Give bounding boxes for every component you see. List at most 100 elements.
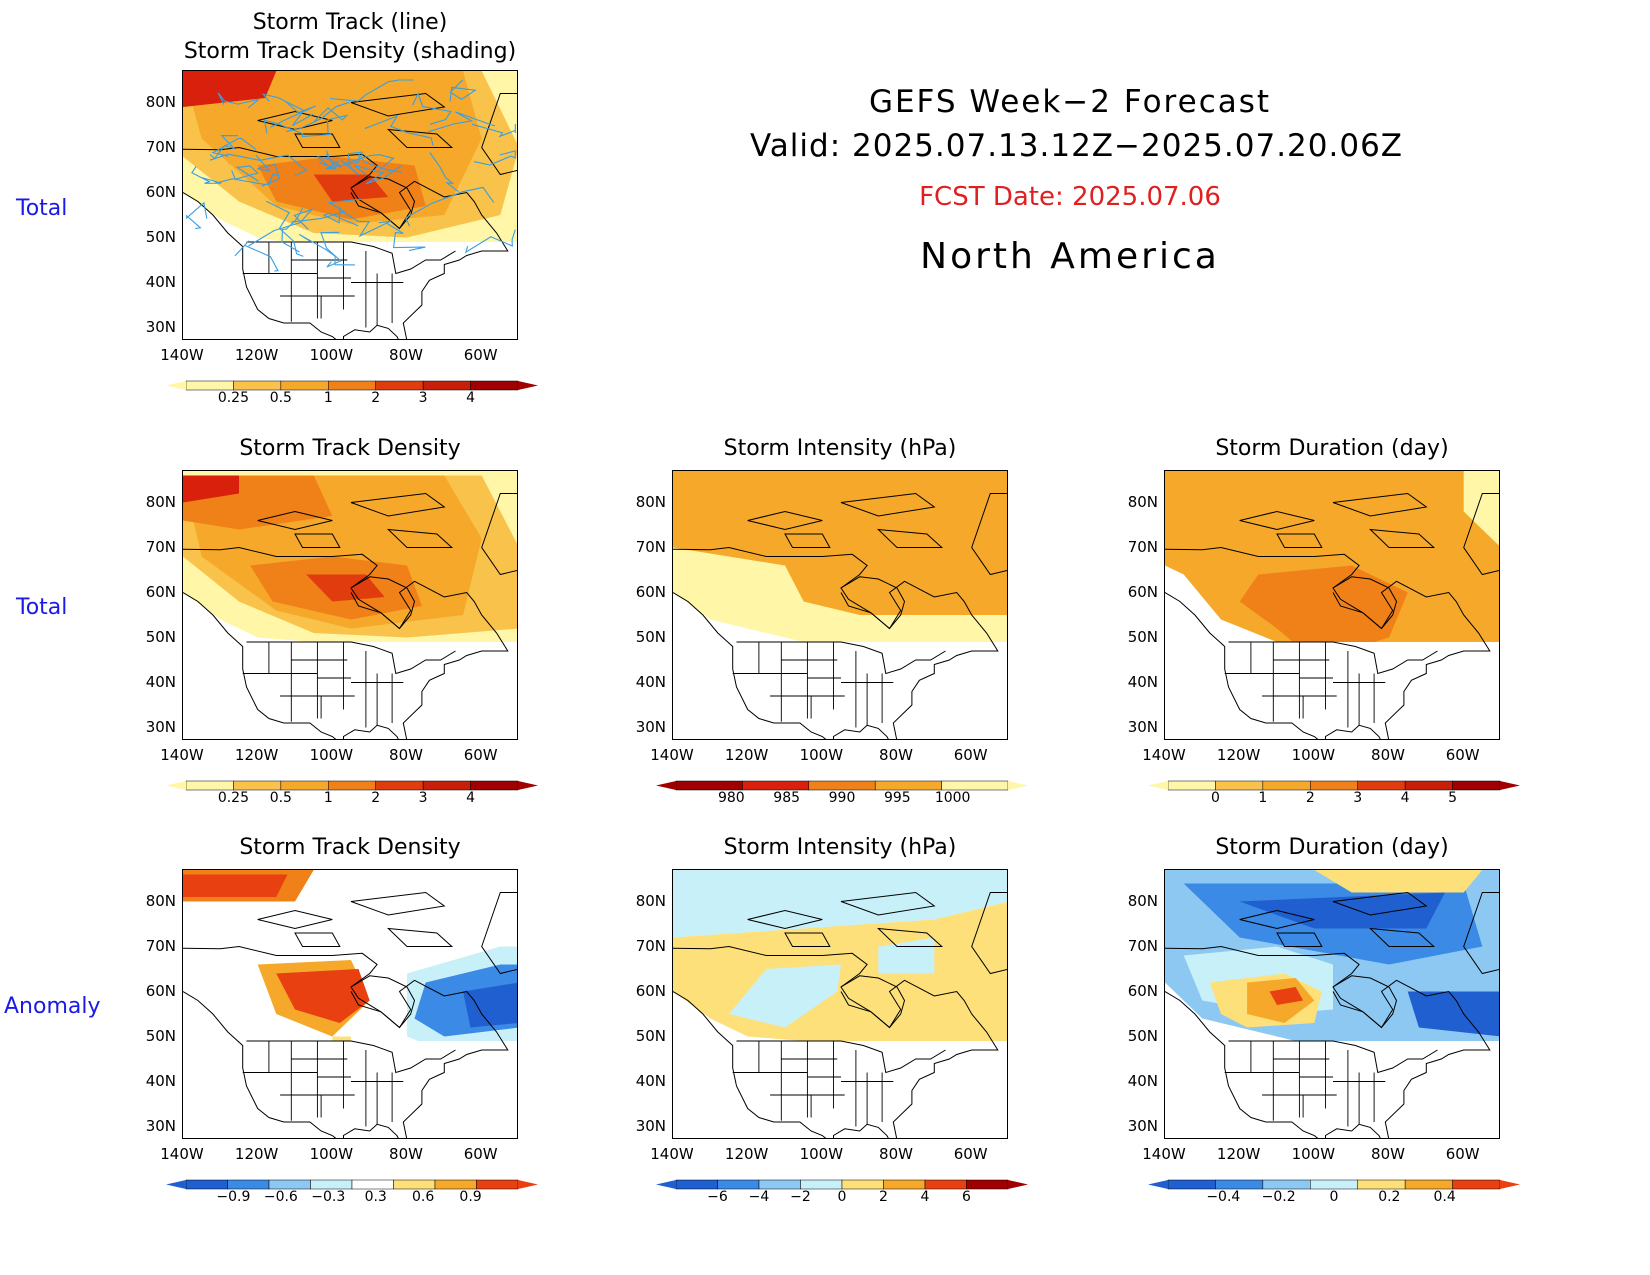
island-outline bbox=[481, 493, 517, 576]
colorbar-swatch bbox=[185, 380, 234, 391]
lat-tick-label: 30N bbox=[145, 317, 176, 336]
shaded-area bbox=[729, 964, 841, 1028]
lat-tick-label: 50N bbox=[145, 1026, 176, 1045]
colorbar-left-arrow bbox=[166, 781, 186, 790]
storm-track-line bbox=[364, 115, 434, 146]
colorbar bbox=[656, 1179, 1028, 1190]
lon-tick-label: 80W bbox=[389, 346, 423, 364]
lat-tick-label: 30N bbox=[145, 1116, 176, 1135]
colorbar-swatch bbox=[351, 1179, 394, 1190]
border-line bbox=[246, 641, 456, 675]
colorbar-label: 0.2 bbox=[1378, 1189, 1401, 1205]
lat-tick-label: 60N bbox=[635, 981, 666, 1000]
lon-tick-label: 140W bbox=[1142, 1145, 1186, 1163]
island-outline bbox=[386, 128, 454, 148]
panel-title-track-shading: Storm Track Density (shading) bbox=[183, 39, 517, 64]
colorbar-swatch bbox=[328, 380, 376, 391]
colorbar bbox=[166, 380, 538, 391]
colorbar-right-arrow bbox=[1500, 781, 1520, 790]
storm-track-line bbox=[281, 207, 303, 253]
colorbar-left-arrow bbox=[166, 381, 186, 390]
shaded-area bbox=[1314, 870, 1483, 893]
storm-track-line bbox=[209, 135, 239, 160]
hudson-bay bbox=[1332, 576, 1398, 630]
storm-track-line bbox=[330, 152, 402, 173]
shaded-area bbox=[1463, 471, 1499, 546]
forecast-date: FCST Date: 2025.07.06 bbox=[919, 182, 1221, 212]
lon-tick-label: 80W bbox=[1371, 1145, 1405, 1163]
border-line bbox=[246, 241, 456, 275]
lon-tick-label: 100W bbox=[309, 1145, 354, 1163]
storm-track-line bbox=[313, 107, 349, 134]
us-mask bbox=[1165, 642, 1499, 739]
storm-track-line bbox=[285, 101, 350, 133]
colorbar-swatch bbox=[675, 780, 743, 791]
colorbar-label: 0.9 bbox=[459, 1189, 482, 1205]
colorbar-label: 2 bbox=[371, 790, 381, 806]
hudson-bay bbox=[1332, 975, 1398, 1029]
colorbar-swatch bbox=[375, 380, 424, 391]
storm-track-line bbox=[449, 79, 477, 102]
lat-tick-label: 70N bbox=[1127, 537, 1158, 556]
colorbar-right-arrow bbox=[1008, 1180, 1028, 1189]
island-outline bbox=[386, 927, 454, 947]
storm-track-line bbox=[318, 153, 343, 171]
colorbar-swatch bbox=[717, 1179, 760, 1190]
lat-tick-label: 60N bbox=[145, 582, 176, 601]
colorbar-swatch bbox=[1262, 780, 1311, 791]
colorbar-swatch bbox=[280, 380, 329, 391]
lon-tick-label: 60W bbox=[463, 1145, 498, 1163]
island-outline bbox=[747, 909, 823, 930]
lon-tick-label: 80W bbox=[1371, 746, 1405, 764]
lat-tick-label: 80N bbox=[635, 492, 666, 511]
lat-tick-label: 50N bbox=[635, 1026, 666, 1045]
us-mask bbox=[183, 642, 517, 739]
colorbar-label: 0.4 bbox=[1433, 1189, 1456, 1205]
island-outline bbox=[1368, 927, 1436, 947]
colorbar-swatch bbox=[1310, 780, 1358, 791]
storm-track-line bbox=[255, 154, 281, 187]
panel-title-intensity-anom: Storm Intensity (hPa) bbox=[723, 835, 957, 860]
storm-track-line bbox=[404, 186, 495, 227]
colorbar-swatch bbox=[874, 780, 942, 791]
colorbar-label: 4 bbox=[466, 790, 476, 806]
lat-tick-label: 60N bbox=[145, 182, 176, 201]
border-line bbox=[1228, 641, 1438, 675]
storm-track-line bbox=[261, 93, 314, 127]
lon-tick-label: 80W bbox=[389, 1145, 423, 1163]
storm-track-line bbox=[354, 164, 402, 185]
colorbar-label: 0.25 bbox=[217, 790, 249, 806]
storm-track-line bbox=[385, 222, 426, 252]
colorbar-label: 1 bbox=[323, 790, 333, 806]
island-outline bbox=[257, 110, 333, 131]
lon-tick-label: 80W bbox=[879, 746, 913, 764]
lat-tick-label: 30N bbox=[1127, 717, 1158, 736]
shaded-area bbox=[673, 870, 1007, 938]
map-frame-track bbox=[182, 70, 518, 340]
lat-tick-label: 40N bbox=[635, 1071, 666, 1090]
colorbar-label: 995 bbox=[883, 790, 911, 806]
island-outline bbox=[1463, 892, 1499, 975]
storm-track-line bbox=[345, 154, 395, 171]
lon-tick-label: 100W bbox=[309, 346, 354, 364]
map-frame-duration-total bbox=[1164, 470, 1500, 740]
region-name: North America bbox=[920, 236, 1220, 277]
island-outline bbox=[294, 133, 341, 148]
colorbar-swatch bbox=[233, 380, 282, 391]
panel-title-duration-total: Storm Duration (day) bbox=[1215, 436, 1449, 461]
colorbar-swatch bbox=[1404, 780, 1453, 791]
lon-tick-label: 100W bbox=[799, 1145, 844, 1163]
lat-tick-label: 70N bbox=[145, 137, 176, 156]
colorbar-swatch bbox=[470, 780, 519, 791]
storm-track-line bbox=[340, 151, 363, 176]
lat-tick-label: 30N bbox=[145, 717, 176, 736]
lat-tick-label: 50N bbox=[1127, 1026, 1158, 1045]
colorbar-swatch bbox=[924, 1179, 967, 1190]
colorbar-label: 4 bbox=[920, 1189, 930, 1205]
colorbar-swatch bbox=[422, 780, 471, 791]
shaded-area bbox=[183, 71, 277, 107]
colorbar-swatch bbox=[1310, 1179, 1358, 1190]
shaded-area bbox=[1269, 987, 1304, 1005]
colorbar-label: −0.6 bbox=[263, 1189, 298, 1205]
storm-track-line bbox=[329, 79, 414, 102]
